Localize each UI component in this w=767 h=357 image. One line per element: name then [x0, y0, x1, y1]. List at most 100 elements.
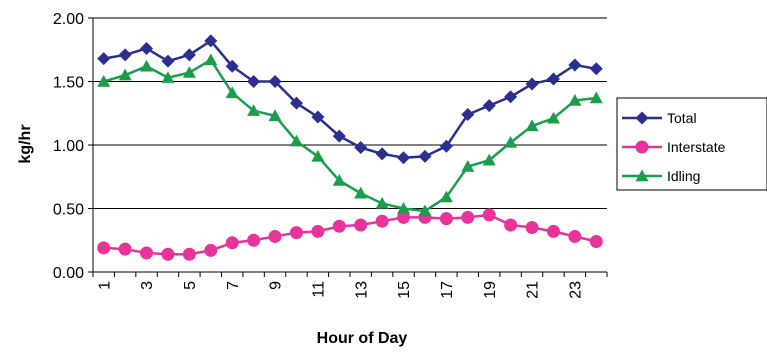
data-point-idling [97, 75, 111, 87]
data-point-idling [482, 153, 496, 166]
data-point-interstate [546, 224, 560, 238]
data-point-idling [418, 204, 432, 217]
data-point-idling [546, 111, 560, 124]
data-point-idling [525, 119, 539, 132]
x-tick-label: 1 [96, 281, 113, 290]
data-point-interstate [589, 235, 603, 249]
x-tick-label: 9 [268, 281, 285, 290]
data-point-total [182, 48, 196, 62]
data-point-interstate [247, 233, 261, 247]
gridlines [93, 17, 607, 209]
legend-label-interstate: Interstate [667, 139, 726, 155]
series-line-total [103, 39, 597, 159]
data-point-total [204, 34, 218, 48]
data-point-idling [268, 109, 282, 121]
data-point-total [354, 141, 368, 155]
data-point-total [161, 54, 175, 68]
data-point-interstate [289, 226, 303, 240]
data-point-total [461, 108, 475, 122]
data-point-idling [461, 160, 475, 172]
data-point-total [525, 77, 539, 91]
data-point-interstate [182, 247, 196, 261]
data-point-total [504, 90, 518, 104]
data-point-interstate [568, 229, 582, 243]
data-point-interstate [525, 221, 539, 235]
data-point-total [375, 147, 389, 161]
legend: Total Interstate Idling [616, 97, 767, 191]
y-tick-label: 0.50 [53, 202, 84, 219]
x-tick-label: 23 [567, 281, 584, 299]
data-point-idling [397, 202, 411, 214]
data-point-total [118, 48, 132, 62]
series-line-idling [103, 58, 597, 213]
legend-label-idling: Idling [667, 168, 700, 184]
x-tick-label: 21 [525, 281, 542, 299]
y-tick-labels: 0.00 0.50 1.00 1.50 2.00 [53, 11, 84, 282]
data-point-interstate [439, 212, 453, 226]
data-point-interstate [504, 218, 518, 232]
x-tick-label: 3 [139, 281, 156, 290]
x-tick-label: 11 [310, 281, 327, 298]
data-point-total [332, 129, 346, 143]
data-point-interstate [225, 236, 239, 250]
data-point-idling [332, 174, 346, 186]
data-point-total [482, 99, 496, 113]
data-point-idling [182, 66, 196, 78]
data-point-idling [375, 196, 389, 209]
data-point-idling [354, 186, 368, 199]
legend-marker-interstate [635, 140, 649, 154]
data-point-idling [225, 86, 239, 99]
x-tick-label: 13 [353, 281, 370, 299]
data-point-interstate [461, 210, 475, 224]
data-point-idling [118, 68, 132, 81]
legend-label-total: Total [667, 110, 697, 126]
data-point-idling [140, 59, 154, 72]
data-point-total [97, 52, 111, 66]
data-point-total [247, 75, 261, 88]
data-point-idling [589, 91, 603, 104]
data-point-interstate [482, 208, 496, 222]
data-point-total [289, 96, 303, 110]
data-point-total [546, 72, 560, 86]
data-point-total [418, 149, 432, 163]
series-group [97, 34, 603, 261]
data-point-idling [311, 149, 325, 162]
data-point-interstate [97, 241, 111, 255]
x-tick-label: 17 [439, 281, 456, 299]
data-point-total [589, 62, 603, 76]
data-point-idling [204, 53, 218, 66]
data-point-idling [504, 135, 518, 148]
y-tick-label: 1.00 [53, 138, 84, 155]
data-point-idling [161, 71, 175, 83]
data-point-total [140, 41, 154, 55]
series-total [97, 34, 603, 165]
series-interstate [97, 208, 603, 261]
data-point-interstate [118, 242, 132, 256]
data-point-interstate [375, 214, 389, 228]
x-tick-label: 19 [482, 281, 499, 299]
data-point-idling [247, 104, 261, 116]
x-tick-label: 15 [396, 281, 413, 299]
data-point-interstate [311, 224, 325, 238]
data-point-interstate [397, 210, 411, 224]
legend-marker-idling [635, 169, 649, 182]
x-tick-labels: 1 3 5 7 9 11 13 15 17 19 21 23 [96, 281, 584, 299]
x-axis-title: Hour of Day [317, 330, 408, 347]
series-line-interstate [103, 213, 597, 256]
y-tick-label: 0.00 [53, 265, 84, 282]
y-tick-label: 1.50 [53, 75, 84, 92]
data-point-interstate [332, 219, 346, 233]
x-tick-label: 7 [225, 281, 242, 290]
x-tick-label: 5 [182, 281, 199, 290]
y-tick-label: 2.00 [53, 11, 84, 28]
data-point-idling [568, 94, 582, 106]
data-point-total [225, 59, 239, 73]
data-point-total [397, 151, 411, 165]
data-point-interstate [161, 247, 175, 261]
legend-marker-total [635, 111, 649, 125]
data-point-interstate [140, 246, 154, 260]
data-point-interstate [354, 218, 368, 232]
data-point-idling [289, 134, 303, 147]
